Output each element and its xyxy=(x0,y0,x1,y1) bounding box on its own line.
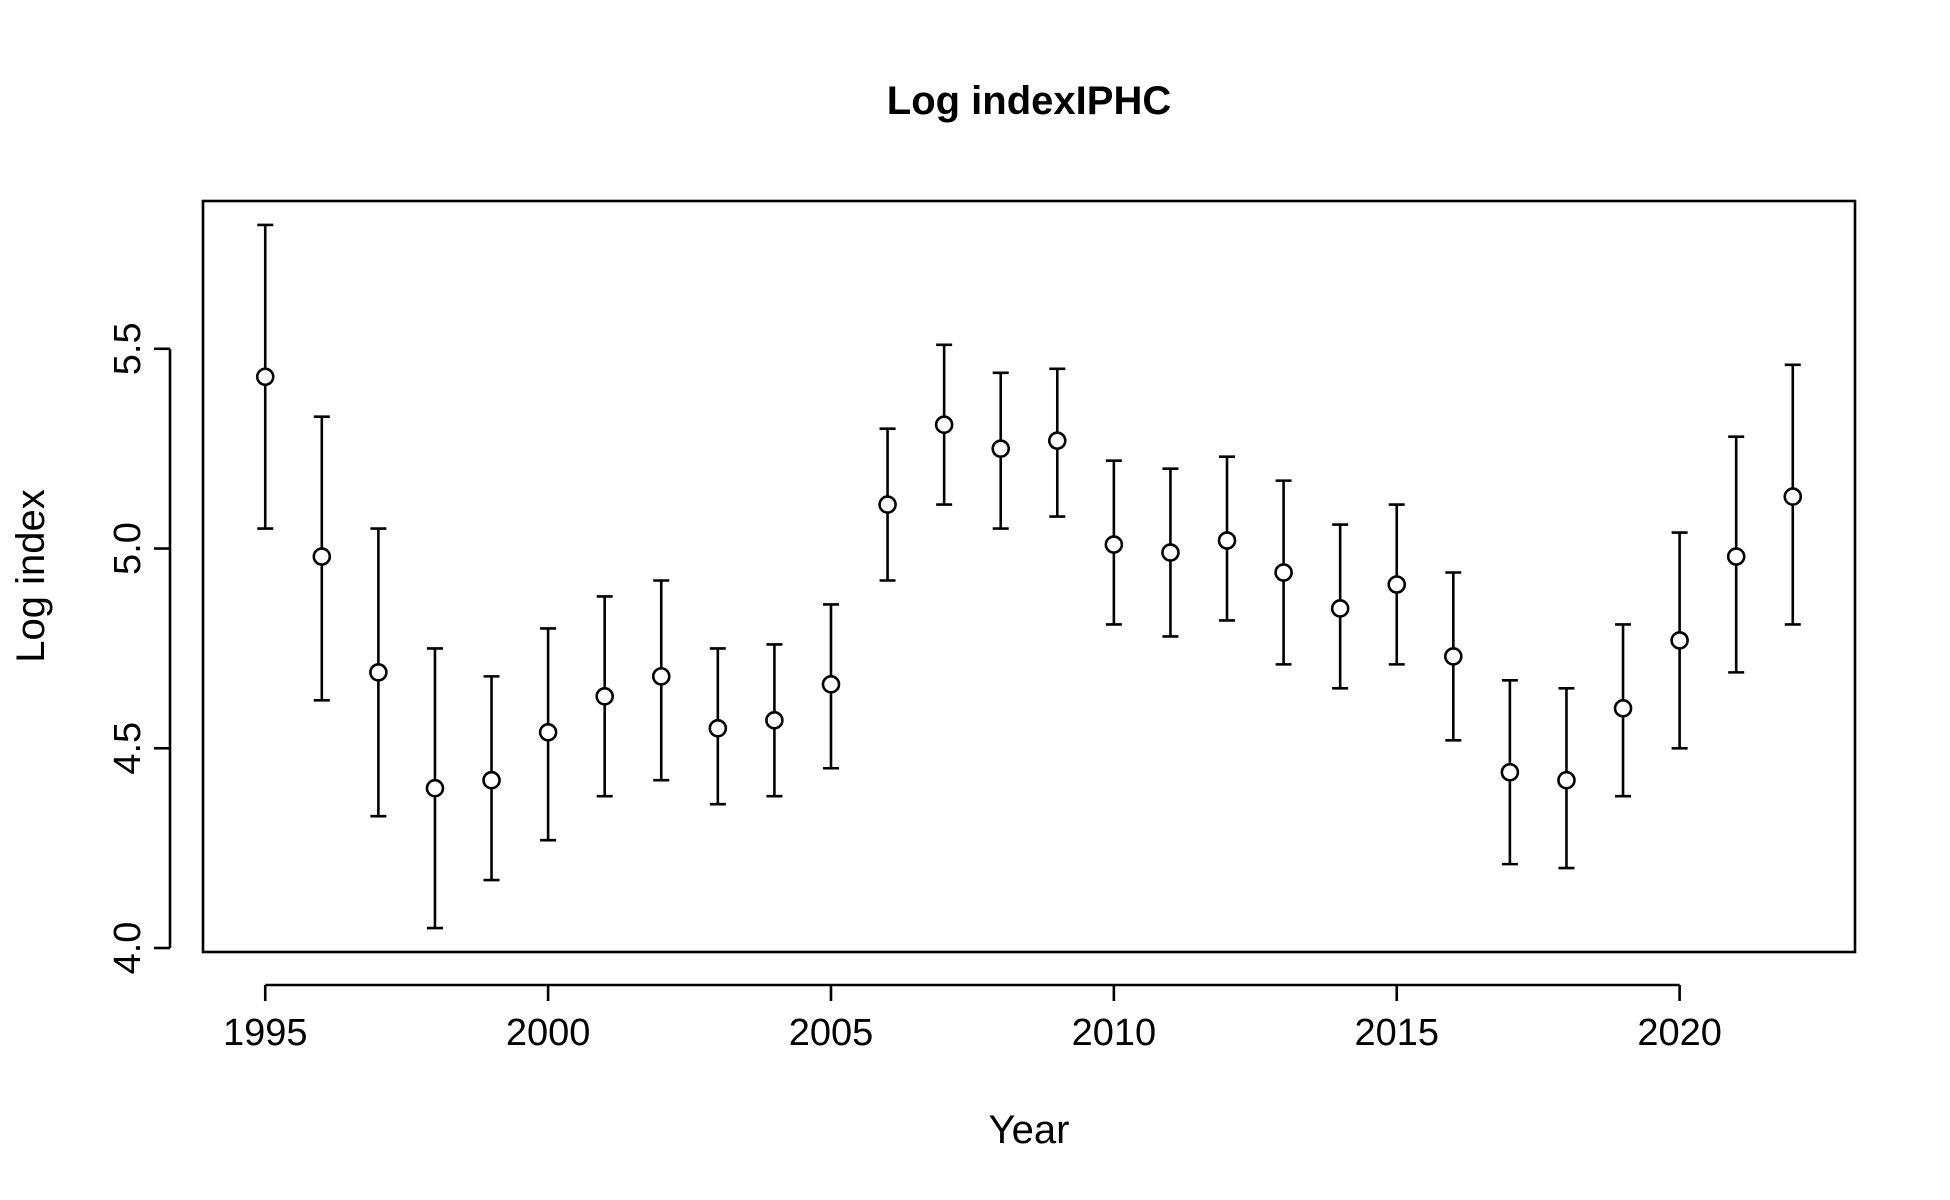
data-point xyxy=(821,675,841,694)
x-tick-label: 2010 xyxy=(1072,1012,1157,1054)
data-point xyxy=(708,718,728,738)
data-point xyxy=(1330,599,1350,618)
data-point xyxy=(1444,647,1463,666)
data-point xyxy=(1500,762,1520,782)
data-point xyxy=(482,770,501,790)
data-point xyxy=(934,415,954,435)
data-point xyxy=(1104,535,1124,554)
data-point xyxy=(255,367,275,387)
data-point xyxy=(1047,431,1067,450)
data-point xyxy=(1726,547,1746,566)
data-point xyxy=(1387,575,1407,594)
x-tick-label: 2020 xyxy=(1637,1012,1722,1054)
y-axis: 4.0 4.5 5.0 5.5 xyxy=(107,322,172,975)
x-tick-label: 2000 xyxy=(506,1012,591,1054)
data-point xyxy=(1613,699,1633,718)
data-point xyxy=(1274,563,1293,582)
data-point xyxy=(1783,487,1803,506)
data-point xyxy=(425,778,445,798)
data-point xyxy=(765,711,784,730)
data-point xyxy=(1217,531,1237,550)
data-point xyxy=(1670,631,1689,650)
x-axis: 1995 2000 2005 2010 2015 2020 xyxy=(223,983,1722,1054)
x-axis-label: Year xyxy=(989,1108,1070,1152)
y-tick-label: 4.5 xyxy=(107,722,149,775)
data-point xyxy=(1161,543,1180,562)
data-marks xyxy=(255,223,1803,930)
data-point xyxy=(312,547,332,566)
data-point xyxy=(651,667,671,686)
x-tick-label: 2005 xyxy=(789,1012,874,1054)
y-tick-label: 4.0 xyxy=(107,922,149,975)
x-tick-label: 2015 xyxy=(1354,1012,1439,1054)
chart-title: Log indexIPHC xyxy=(887,79,1171,123)
data-point xyxy=(538,722,558,742)
y-axis-label: Log index xyxy=(9,489,53,662)
data-point xyxy=(595,687,614,706)
data-point xyxy=(878,495,897,514)
x-tick-label: 1995 xyxy=(223,1012,308,1054)
plot-frame xyxy=(201,199,1857,954)
y-tick-label: 5.0 xyxy=(107,522,149,575)
y-tick-label: 5.5 xyxy=(107,322,149,375)
data-point xyxy=(1557,770,1576,790)
data-point xyxy=(369,663,388,682)
data-point xyxy=(991,439,1011,458)
